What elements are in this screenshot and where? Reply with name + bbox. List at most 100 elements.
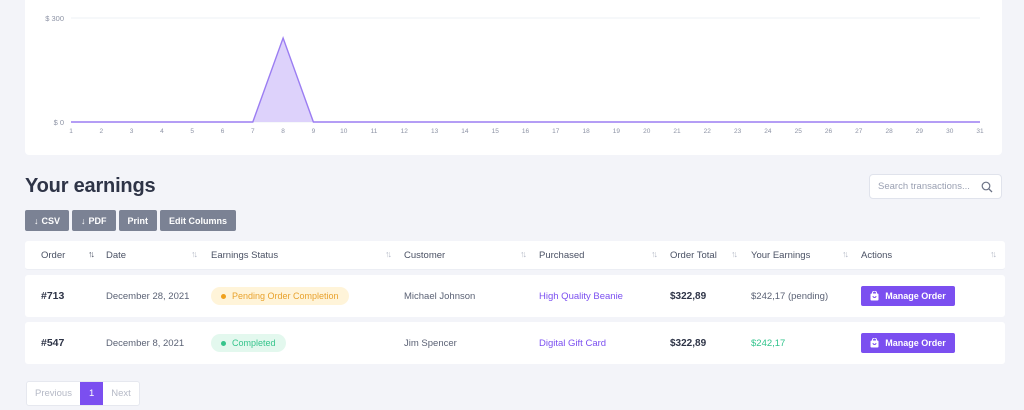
order-total: $322,89 bbox=[670, 290, 707, 302]
x-tick-label: 10 bbox=[340, 128, 348, 135]
sort-desc-icon[interactable]: ↑↓ bbox=[88, 249, 95, 259]
status-badge: Pending Order Completion bbox=[211, 287, 349, 305]
pdf-button[interactable]: ↓ PDF bbox=[72, 210, 116, 231]
sort-icon[interactable]: ↑↓ bbox=[520, 249, 527, 259]
x-tick-label: 28 bbox=[885, 128, 893, 135]
customer-name: Michael Johnson bbox=[404, 290, 476, 302]
customer-name: Jim Spencer bbox=[404, 337, 457, 349]
x-tick-label: 14 bbox=[461, 128, 469, 135]
column-header-your-earnings[interactable]: Your Earnings bbox=[751, 250, 811, 261]
sort-icon[interactable]: ↑↓ bbox=[990, 249, 997, 259]
column-header-actions: Actions bbox=[861, 250, 893, 261]
actions-cell: Manage Order bbox=[861, 275, 955, 317]
x-tick-label: 21 bbox=[673, 128, 681, 135]
x-tick-label: 15 bbox=[492, 128, 500, 135]
manage-order-button[interactable]: Manage Order bbox=[861, 333, 955, 353]
pagination-next[interactable]: Next bbox=[111, 388, 131, 399]
status-badge-label: Completed bbox=[232, 338, 276, 348]
x-tick-label: 27 bbox=[855, 128, 863, 135]
sort-icon[interactable]: ↑↓ bbox=[651, 249, 658, 259]
x-tick-label: 6 bbox=[221, 128, 225, 135]
x-tick-label: 3 bbox=[130, 128, 134, 135]
manage-order-label: Manage Order bbox=[885, 291, 946, 301]
x-tick-label: 22 bbox=[704, 128, 712, 135]
order-number: #713 bbox=[41, 290, 65, 302]
x-tick-label: 8 bbox=[281, 128, 285, 135]
status-dot-icon bbox=[221, 293, 226, 299]
shopping-bag-icon bbox=[870, 338, 879, 348]
status-dot-icon bbox=[221, 340, 226, 346]
page-title: Your earnings bbox=[25, 175, 156, 197]
x-tick-label: 24 bbox=[764, 128, 772, 135]
column-header-order-total[interactable]: Order Total bbox=[670, 250, 717, 261]
earnings-chart: $ 300 $ 0 1 2 3 4 5 6 7 8 9 10 11 12 13 14 15 16 17 18 19 20 2… bbox=[25, 0, 1002, 155]
pagination-previous[interactable]: Previous bbox=[35, 388, 72, 399]
edit-columns-button[interactable]: Edit Columns bbox=[160, 210, 237, 231]
status-badge-label: Pending Order Completion bbox=[232, 291, 339, 301]
x-tick-label: 9 bbox=[312, 128, 316, 135]
sort-icon[interactable]: ↑↓ bbox=[385, 249, 392, 259]
x-tick-label: 5 bbox=[190, 128, 194, 135]
sort-icon[interactable]: ↑↓ bbox=[731, 249, 738, 259]
x-tick-label: 31 bbox=[976, 128, 984, 135]
csv-button-label: CSV bbox=[41, 215, 61, 226]
earnings-status: Pending Order Completion bbox=[211, 275, 349, 317]
column-header-customer[interactable]: Customer bbox=[404, 250, 446, 261]
table-row: #713 December 28, 2021 Pending Order Com… bbox=[25, 275, 1005, 317]
column-header-order[interactable]: Order bbox=[41, 250, 66, 261]
your-earnings: $242,17 (pending) bbox=[751, 290, 829, 302]
x-tick-label: 17 bbox=[552, 128, 560, 135]
x-tick-label: 29 bbox=[916, 128, 924, 135]
search-box[interactable]: Search transactions... bbox=[869, 174, 1002, 199]
x-tick-label: 16 bbox=[522, 128, 530, 135]
purchased-item-link[interactable]: High Quality Beanie bbox=[539, 290, 623, 302]
x-tick-label: 26 bbox=[825, 128, 833, 135]
manage-order-label: Manage Order bbox=[885, 338, 946, 348]
sort-icon[interactable]: ↑↓ bbox=[191, 249, 198, 259]
actions-cell: Manage Order bbox=[861, 322, 955, 364]
pdf-button-label: PDF bbox=[88, 215, 107, 226]
export-toolbar: ↓ CSV ↓ PDF Print Edit Columns bbox=[25, 210, 237, 231]
x-tick-label: 1 bbox=[69, 128, 73, 135]
earnings-status: Completed bbox=[211, 322, 286, 364]
search-input[interactable]: Search transactions... bbox=[878, 181, 970, 192]
order-number: #547 bbox=[41, 337, 65, 349]
purchased-item-link[interactable]: Digital Gift Card bbox=[539, 337, 607, 349]
x-tick-label: 20 bbox=[643, 128, 651, 135]
x-tick-label: 23 bbox=[734, 128, 742, 135]
pagination: Previous 1 Next bbox=[26, 381, 140, 406]
manage-order-button[interactable]: Manage Order bbox=[861, 286, 955, 306]
y-tick-label: $ 300 bbox=[45, 14, 64, 23]
download-icon: ↓ bbox=[81, 215, 86, 226]
x-tick-label: 13 bbox=[431, 128, 439, 135]
search-icon[interactable] bbox=[981, 181, 993, 193]
status-badge: Completed bbox=[211, 334, 286, 352]
pagination-page-1[interactable]: 1 bbox=[79, 382, 104, 405]
your-earnings: $242,17 bbox=[751, 337, 786, 349]
y-tick-label: $ 0 bbox=[54, 118, 64, 127]
download-icon: ↓ bbox=[34, 215, 39, 226]
sort-icon[interactable]: ↑↓ bbox=[842, 249, 849, 259]
order-date: December 8, 2021 bbox=[106, 337, 185, 349]
order-total: $322,89 bbox=[670, 337, 707, 349]
x-tick-label: 2 bbox=[99, 128, 103, 135]
x-tick-label: 30 bbox=[946, 128, 954, 135]
x-tick-label: 25 bbox=[795, 128, 803, 135]
x-tick-label: 19 bbox=[613, 128, 621, 135]
shopping-bag-icon bbox=[870, 291, 879, 301]
earnings-chart-svg: $ 300$ 01 2 3 4 5 6 7 8 9 10 11 12 13 14 15 16 17 18 19 20 2… bbox=[45, 14, 984, 135]
x-tick-label: 12 bbox=[401, 128, 409, 135]
column-header-earnings-status[interactable]: Earnings Status bbox=[211, 250, 279, 261]
table-row: #547 December 8, 2021 Completed Jim Spen… bbox=[25, 322, 1005, 364]
table-header: Order ↑↓ Date ↑↓ Earnings Status ↑↓ Cust… bbox=[25, 241, 1005, 270]
csv-button[interactable]: ↓ CSV bbox=[25, 210, 70, 231]
x-tick-label: 7 bbox=[251, 128, 255, 135]
print-button[interactable]: Print bbox=[118, 210, 158, 231]
x-tick-label: 18 bbox=[582, 128, 590, 135]
order-date: December 28, 2021 bbox=[106, 290, 190, 302]
column-header-date[interactable]: Date bbox=[106, 250, 127, 261]
column-header-purchased[interactable]: Purchased bbox=[539, 250, 585, 261]
x-tick-label: 4 bbox=[160, 128, 164, 135]
earnings-line bbox=[71, 35, 980, 123]
earnings-area bbox=[71, 38, 980, 123]
